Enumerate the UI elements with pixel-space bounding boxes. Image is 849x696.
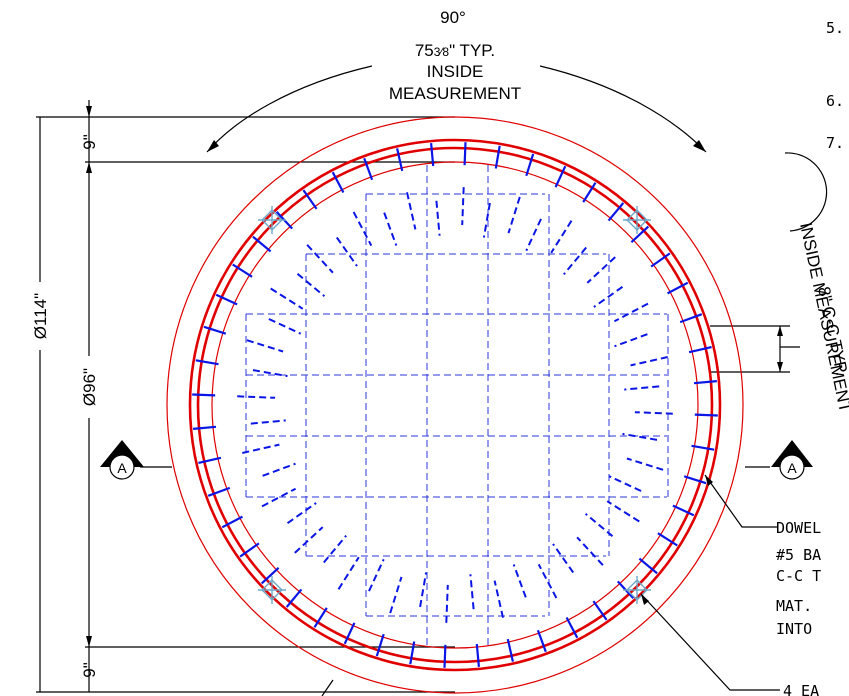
dowel-bar-outer [192,395,215,396]
dowel-bar-inner [420,573,426,608]
dowel-bar-inner [462,187,464,225]
dowel-bar-inner [369,559,384,591]
dowel-bar-inner [635,412,673,414]
dowel-bar-inner [614,304,648,322]
anchor-fitting [623,206,651,234]
dowel-bar-inner [553,544,573,573]
dowel-bar-inner [237,396,275,398]
dowel-bar-outer [198,458,221,463]
note-5: 5. [826,19,844,37]
spacing-label: 753⁄8" TYP. [415,41,495,60]
revision-cloud-arc [785,153,827,231]
dowel-bar-inner [624,386,659,389]
dowel-bar-inner [627,459,663,470]
dowel-bar-outer [410,642,414,665]
anchor-fitting [258,576,286,604]
dowel-bar-inner [470,574,473,609]
inner-thick-ring [198,148,712,662]
dowel-bar-inner [384,213,396,246]
section-marker-left: A [100,440,144,479]
note-6: 6. [826,92,844,110]
top-offset-dimension: 9" [80,134,99,150]
dowel-bar-inner [577,537,603,565]
dowel-bar-inner [269,319,301,334]
dowel-bar-inner [495,581,503,618]
dowel-bar-inner [390,577,401,613]
dowel-bar-inner [526,219,541,251]
inner-thin-ring [212,162,698,648]
dowel-bar-inner [251,420,286,423]
lower-left-leader [322,680,333,696]
inner-diameter-dimension: Ø96" [80,368,99,406]
dowel-bar-inner [262,489,296,507]
dowel-bar-outer [689,347,712,352]
inside-measurement-label: INSIDE MEASUREMENT [796,221,849,414]
section-marker-right: A [771,440,813,479]
dowel-bar-inner [354,212,372,246]
inside-label: INSIDE [427,62,484,81]
angle-label: 90° [440,8,466,27]
dowel-bar-inner [298,274,325,296]
dowel-bar-inner [337,238,357,267]
dowel-callout-line-3: C-C T [776,567,821,585]
dowel-bar-inner [324,536,346,563]
bottom-mat-grid [246,165,668,645]
anchor-fitting [258,206,286,234]
dowel-bar-inner [623,434,658,440]
bottom-offset-dimension: 9" [80,662,99,678]
dowel-bar-inner [242,445,279,453]
corner-fittings [258,206,651,604]
dowel-bar-inner [247,340,283,351]
bottom-callout: 4 EA [783,682,819,696]
bottom-leader-arrow [641,594,649,605]
section-marker-left-label: A [117,460,127,476]
dowel-bar-outer [196,360,219,364]
outer-thin-ring [167,117,743,693]
dowel-callout-line-5: INTO [776,620,812,638]
bottom-leader [641,594,780,690]
dowel-bar-outer [465,142,466,165]
spacing-dimension [710,326,800,372]
dowel-bar-outer [695,415,718,416]
dowel-callout-line-2: #5 BA [776,546,821,564]
dowel-bar-inner [551,221,571,253]
outer-diameter-dimension: Ø114" [31,293,50,339]
dowel-bar-inner [446,585,448,623]
dowel-bar-outer [508,639,513,662]
dowel-bar-inner [609,476,641,491]
dowel-bar-inner [514,565,526,598]
angle-arrowheads [207,140,706,152]
dowel-bar-inner [539,564,557,598]
dowel-bar-inner [587,257,615,283]
dowel-bar-inner [295,527,323,553]
pier-rings [167,117,743,693]
dowel-bar-inner [607,501,639,521]
dowel-bar-outer [496,146,500,169]
measurement-label: MEASUREMENT [389,84,521,103]
dowel-callout-line-4: MAT. [776,597,812,615]
dowel-bar-outer [692,446,715,450]
dowel-bar-inner [307,245,333,273]
dowel-bar-inner [586,514,613,536]
dowel-callout-line-1: DOWEL [776,519,821,537]
dowel-bar-inner [288,503,317,523]
dowel-leader [705,475,778,527]
dowel-bar-inner [339,557,359,589]
dowel-bar-outer [445,645,446,668]
dowel-bar-inner [631,357,668,365]
dowel-bar-inner [407,192,415,229]
radial-dowels [192,142,718,668]
dowel-bar-inner [509,197,520,233]
section-marker-right-label: A [787,460,797,476]
dowel-bar-inner [615,334,648,346]
dowel-bar-inner [263,464,296,476]
note-7: 7. [826,134,844,152]
dowel-bar-inner [564,248,586,275]
dowel-bar-outer [397,148,402,171]
dowel-bar-inner [594,287,623,307]
dowel-bar-inner [436,201,439,236]
dowel-bar-inner [271,289,303,309]
dowel-bar-inner [484,203,490,238]
